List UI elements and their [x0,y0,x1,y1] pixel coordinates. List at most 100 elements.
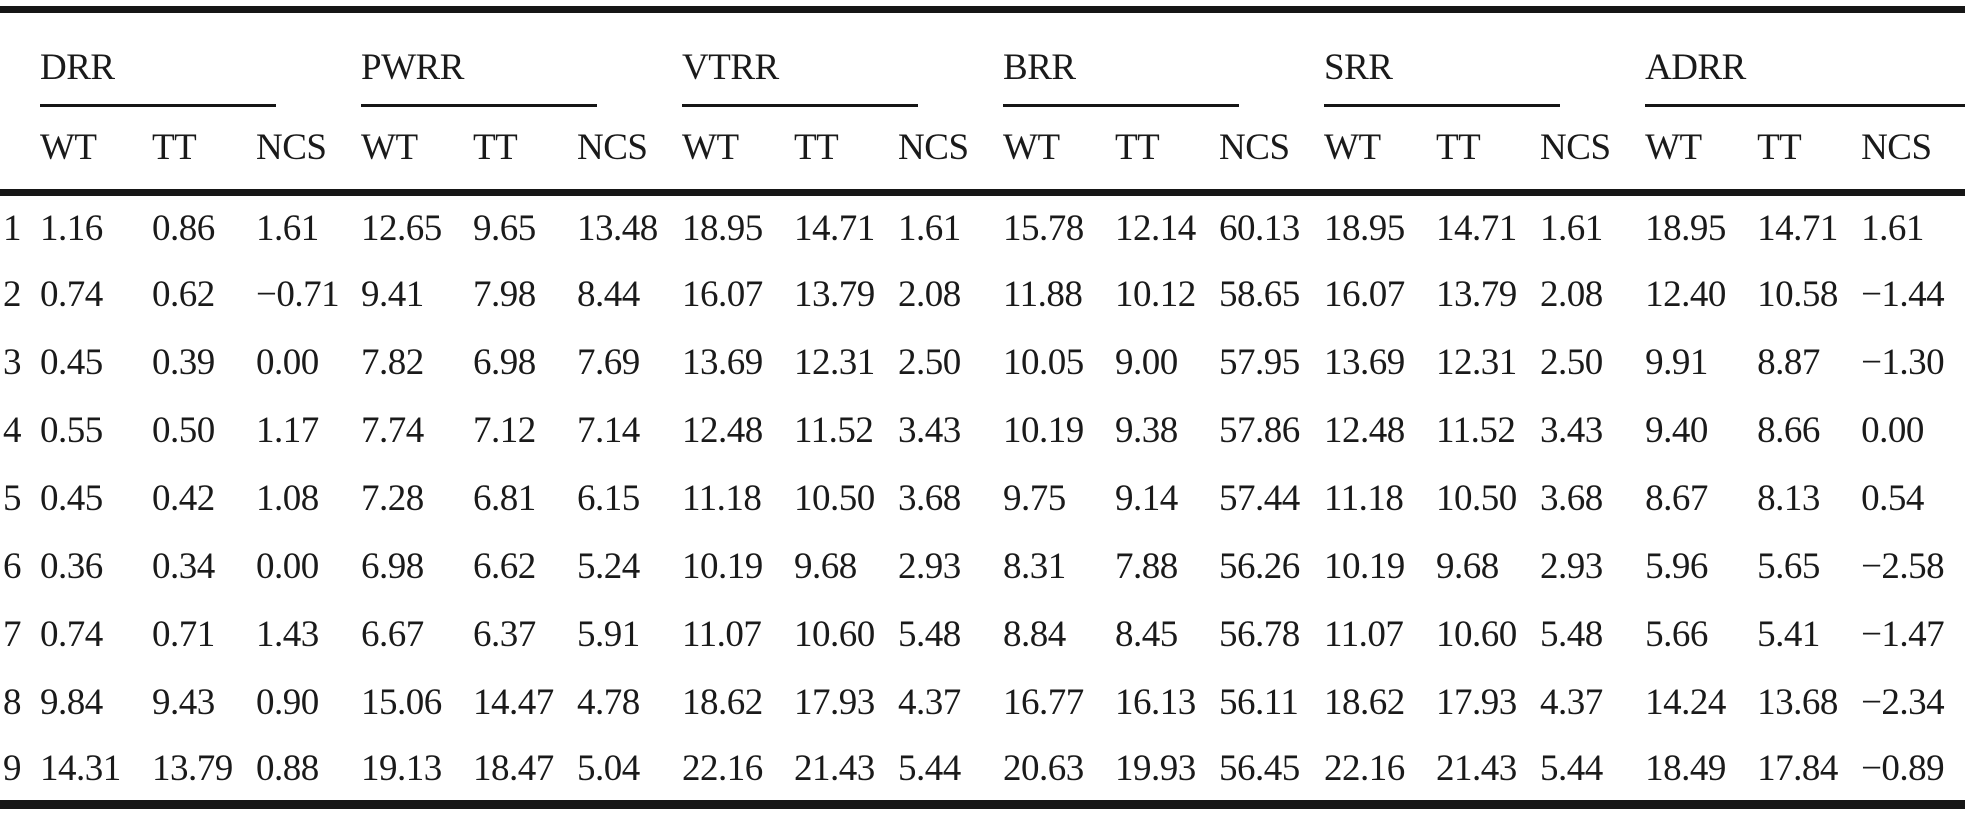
cell-6-drr-wt: 0.36 [40,546,103,587]
row-number: 1 [3,207,22,249]
cell-4-srr-ncs: 3.43 [1540,410,1603,451]
subheader-srr-tt: TT [1436,106,1541,196]
cell-1-pwrr-tt: 9.65 [473,207,536,249]
cell-2-drr-ncs: −0.71 [256,274,340,315]
cell-6-drr-ncs: 0.00 [256,546,319,587]
subheader-brr-wt: WT [1003,106,1116,196]
cell-3-brr-tt: 9.00 [1115,342,1178,383]
cell-3-adrr-wt: 9.91 [1645,342,1708,383]
cell-7-srr-tt: 10.60 [1436,614,1517,655]
cell-2-vtrr-wt: 16.07 [682,274,763,315]
cell-8-vtrr-tt: 17.93 [794,682,875,723]
group-header-vtrr: VTRR [682,10,1003,107]
cell-3-srr-ncs: 2.50 [1540,342,1603,383]
cell-7-drr-ncs: 1.43 [256,614,319,655]
cell-3-adrr-tt: 8.87 [1757,342,1820,383]
subheader-row: WT TT NCS WT TT NCS WT TT NCS WT TT NCS WT TT NCS WT TT N… [0,106,1965,196]
cell-9-pwrr-tt: 18.47 [473,747,554,789]
table-container: DRR PWRR VTRR BRR SRR ADRR WT TT NCS WT TT NCS WT TT… [0,6,1965,809]
cell-6-pwrr-ncs: 5.24 [577,546,640,587]
group-label: ADRR [1645,46,1965,107]
cell-4-brr-ncs: 57.86 [1219,410,1300,451]
subheader-brr-ncs: NCS [1219,106,1325,196]
cell-6-brr-tt: 7.88 [1115,546,1178,587]
cell-9-drr-tt: 13.79 [152,747,233,789]
cell-4-pwrr-tt: 7.12 [473,410,536,451]
row-number: 4 [3,410,22,451]
group-label: PWRR [361,46,598,107]
cell-4-vtrr-ncs: 3.43 [898,410,961,451]
cell-7-srr-ncs: 5.48 [1540,614,1603,655]
group-label: SRR [1324,46,1561,107]
cell-9-adrr-wt: 18.49 [1645,747,1726,789]
subheader-vtrr-ncs: NCS [898,106,1004,196]
cell-2-srr-wt: 16.07 [1324,274,1405,315]
cell-1-srr-wt: 18.95 [1324,207,1405,249]
cell-3-vtrr-ncs: 2.50 [898,342,961,383]
cell-2-vtrr-tt: 13.79 [794,274,875,315]
subheader-pwrr-wt: WT [361,106,474,196]
row-number: 8 [3,682,22,723]
cell-6-adrr-tt: 5.65 [1757,546,1820,587]
cell-7-vtrr-ncs: 5.48 [898,614,961,655]
row-number: 3 [3,342,22,383]
table-row-4: 4 0.55 0.50 1.17 7.74 7.12 7.14 12.48 11.52 3.43 1… [0,397,1965,465]
cell-3-srr-tt: 12.31 [1436,342,1517,383]
table-row-1: 1 1.16 0.86 1.61 12.65 9.65 13.48 18.95 14.71 1.6… [0,193,1965,261]
cell-7-adrr-tt: 5.41 [1757,614,1820,655]
cell-5-adrr-tt: 8.13 [1757,478,1820,519]
cell-7-drr-wt: 0.74 [40,614,103,655]
cell-5-brr-wt: 9.75 [1003,478,1066,519]
cell-3-pwrr-tt: 6.98 [473,342,536,383]
cell-5-vtrr-wt: 11.18 [682,478,762,519]
cell-4-srr-tt: 11.52 [1436,410,1516,451]
cell-1-pwrr-wt: 12.65 [361,207,442,249]
cell-8-drr-tt: 9.43 [152,682,215,723]
corner-cell [0,10,40,107]
cell-8-srr-tt: 17.93 [1436,682,1517,723]
cell-2-pwrr-wt: 9.41 [361,274,424,315]
cell-6-pwrr-wt: 6.98 [361,546,424,587]
cell-8-adrr-tt: 13.68 [1757,682,1838,723]
group-header-drr: DRR [40,10,361,107]
cell-8-brr-tt: 16.13 [1115,682,1196,723]
cell-8-adrr-wt: 14.24 [1645,682,1726,723]
cell-1-adrr-ncs: 1.61 [1861,207,1924,249]
cell-8-srr-ncs: 4.37 [1540,682,1603,723]
cell-6-srr-wt: 10.19 [1324,546,1405,587]
cell-3-pwrr-wt: 7.82 [361,342,424,383]
cell-5-drr-tt: 0.42 [152,478,215,519]
cell-6-brr-ncs: 56.26 [1219,546,1300,587]
cell-4-pwrr-wt: 7.74 [361,410,424,451]
subheader-pwrr-tt: TT [473,106,578,196]
cell-9-srr-tt: 21.43 [1436,747,1517,789]
cell-3-brr-wt: 10.05 [1003,342,1084,383]
corner-subcell [0,106,40,196]
cell-9-vtrr-wt: 22.16 [682,747,763,789]
cell-9-adrr-tt: 17.84 [1757,747,1838,789]
cell-3-pwrr-ncs: 7.69 [577,342,640,383]
cell-3-vtrr-tt: 12.31 [794,342,875,383]
table-row-7: 7 0.74 0.71 1.43 6.67 6.37 5.91 11.07 10.60 5.48 8… [0,601,1965,669]
cell-9-srr-wt: 22.16 [1324,747,1405,789]
cell-7-adrr-wt: 5.66 [1645,614,1708,655]
cell-6-vtrr-ncs: 2.93 [898,546,961,587]
cell-1-brr-ncs: 60.13 [1219,207,1300,249]
cell-8-drr-wt: 9.84 [40,682,103,723]
cell-6-vtrr-tt: 9.68 [794,546,857,587]
cell-9-adrr-ncs: −0.89 [1861,747,1945,789]
group-header-brr: BRR [1003,10,1324,107]
cell-1-drr-tt: 0.86 [152,207,215,249]
cell-2-drr-wt: 0.74 [40,274,103,315]
cell-1-adrr-wt: 18.95 [1645,207,1726,249]
cell-7-brr-ncs: 56.78 [1219,614,1300,655]
cell-5-srr-tt: 10.50 [1436,478,1517,519]
cell-1-vtrr-tt: 14.71 [794,207,875,249]
group-header-srr: SRR [1324,10,1645,107]
cell-2-vtrr-ncs: 2.08 [898,274,961,315]
cell-1-brr-tt: 12.14 [1115,207,1196,249]
cell-5-srr-ncs: 3.68 [1540,478,1603,519]
cell-4-vtrr-wt: 12.48 [682,410,763,451]
cell-6-pwrr-tt: 6.62 [473,546,536,587]
row-number: 9 [3,747,22,789]
